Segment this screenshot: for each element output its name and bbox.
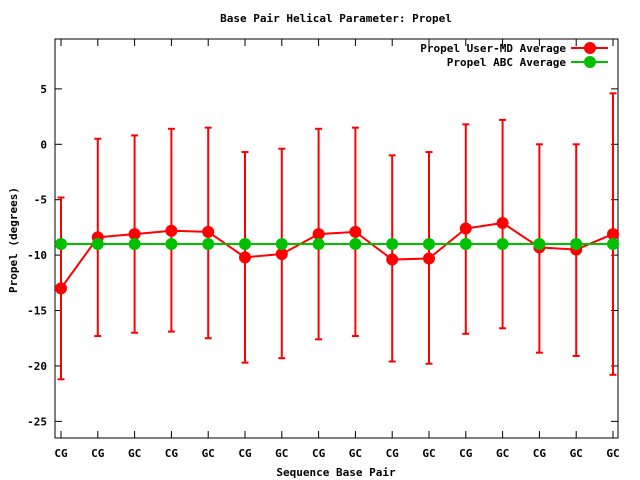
- series-abc-point: [607, 238, 619, 251]
- series-user-md-point: [607, 228, 619, 241]
- series-abc-point: [496, 238, 509, 251]
- y-tick-label: 0: [40, 138, 47, 151]
- series-abc-point: [349, 238, 362, 251]
- series-abc-point: [570, 238, 583, 251]
- series-abc-point: [386, 238, 399, 251]
- x-tick-label: GC: [202, 447, 215, 460]
- x-tick-label: GC: [349, 447, 362, 460]
- y-tick-label: -15: [27, 305, 47, 318]
- series-user-md: [55, 216, 619, 295]
- y-tick-label: -20: [27, 360, 47, 373]
- series-user-md-point: [423, 252, 435, 265]
- x-tick-label: GC: [128, 447, 141, 460]
- series-abc: [55, 238, 619, 251]
- series-user-md-point: [165, 224, 178, 237]
- series-abc-point: [202, 238, 215, 251]
- legend-marker-user-md: [584, 42, 596, 54]
- plot-frame: [54, 38, 619, 439]
- y-tick-label: -5: [34, 194, 47, 207]
- series-abc-point: [312, 238, 325, 251]
- legend-label-user-md: Propel User-MD Average: [420, 42, 566, 55]
- series-abc-point: [165, 238, 178, 251]
- series-abc-point: [533, 238, 546, 251]
- y-axis-label: Propel (degrees): [7, 187, 20, 293]
- series-user-md-point: [349, 225, 362, 238]
- x-tick-label: GC: [606, 447, 619, 460]
- series-user-md-point: [312, 228, 325, 241]
- x-tick-label: CG: [312, 447, 326, 460]
- series-abc-point: [423, 238, 435, 251]
- legend: Propel User-MD Average Propel ABC Averag…: [420, 42, 608, 69]
- series-user-md-point: [128, 228, 141, 241]
- series-user-md-line: [60, 221, 614, 289]
- series-abc-point: [459, 238, 472, 251]
- series-user-md-point: [496, 216, 509, 229]
- x-tick-label: CG: [238, 447, 252, 460]
- series-abc-point: [239, 238, 251, 251]
- x-tick-label: CG: [533, 447, 547, 460]
- series-abc-point: [91, 238, 104, 251]
- y-tick-label: -25: [27, 415, 47, 428]
- x-tick-label: CG: [54, 447, 68, 460]
- series-user-md-point: [202, 225, 215, 238]
- series-user-md-point: [386, 253, 399, 266]
- chart-title: Base Pair Helical Parameter: Propel: [220, 12, 452, 25]
- series-abc-point: [55, 238, 67, 251]
- series-user-md-point: [239, 251, 251, 264]
- x-axis-label: Sequence Base Pair: [276, 466, 396, 479]
- series-abc-point: [128, 238, 141, 251]
- series-layer: [55, 92, 619, 381]
- series-abc-point: [275, 238, 288, 251]
- x-tick-label: GC: [275, 447, 288, 460]
- error-bars-user-md: [57, 92, 617, 381]
- x-tick-label: CG: [459, 447, 473, 460]
- series-user-md-point: [55, 282, 67, 295]
- axes: -25 -20 -15 -10 -5 0 5 CG CG GC CG GC CG GC CG GC CG GC CG…: [27, 39, 620, 460]
- y-tick-label: -10: [27, 249, 47, 262]
- x-tick-label: CG: [386, 447, 400, 460]
- x-tick-label: GC: [496, 447, 509, 460]
- legend-marker-abc: [584, 56, 596, 68]
- series-user-md-point: [459, 222, 472, 235]
- y-tick-label: 5: [40, 83, 47, 96]
- x-tick-label: CG: [91, 447, 105, 460]
- legend-label-abc: Propel ABC Average: [447, 56, 567, 69]
- x-tick-label: GC: [422, 447, 435, 460]
- x-tick-label: GC: [570, 447, 583, 460]
- x-tick-label: CG: [165, 447, 179, 460]
- series-user-md-point: [275, 248, 288, 261]
